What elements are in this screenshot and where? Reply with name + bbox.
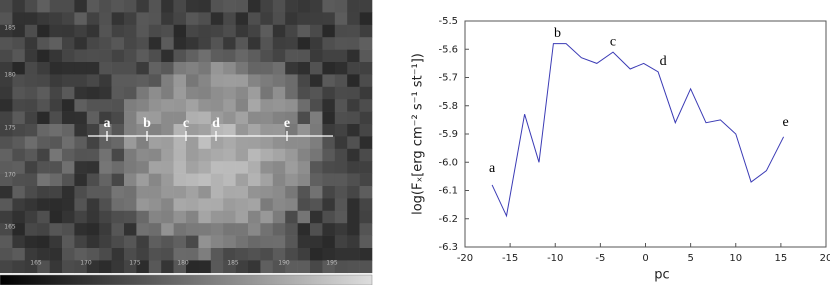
y-tick-label: -6.1 [438, 186, 458, 197]
data-line [491, 43, 785, 218]
y-axis-label: log(Fₓ[erg cm⁻² s⁻¹ st⁻¹]) [411, 53, 426, 215]
image-x-tick-label: 195 [326, 260, 338, 267]
x-tick-label: -20 [457, 253, 473, 264]
y-tick-label: -5.8 [438, 101, 458, 112]
plot-frame [464, 20, 827, 248]
y-tick-label: -5.6 [438, 44, 458, 55]
annotation: e [782, 115, 788, 130]
image-x-tick-label: 165 [30, 260, 42, 267]
image-x-tick-label: 170 [80, 260, 92, 267]
annotation: a [489, 161, 496, 176]
x-axis-label: pc [654, 268, 669, 283]
x-tick-label: 15 [775, 253, 788, 264]
y-tick-label: -6.3 [438, 242, 458, 253]
cut-marker: c [183, 116, 189, 131]
y-tick-label: -5.5 [438, 16, 458, 27]
cut-marker: e [284, 116, 290, 131]
x-tick-label: 0 [642, 253, 648, 264]
y-tick-label: -5.9 [438, 129, 458, 140]
image-y-tick-label: 165 [4, 224, 16, 231]
image-x-tick-label: 175 [129, 260, 141, 267]
x-tick-label: -15 [502, 253, 518, 264]
x-tick-label: 10 [729, 253, 742, 264]
cut-marker: d [212, 116, 220, 131]
image-x-tick-label: 190 [278, 260, 290, 267]
annotation: c [610, 34, 616, 49]
image-x-tick-label: 185 [227, 260, 239, 267]
x-tick-label: 5 [687, 253, 693, 264]
sky-image [0, 0, 373, 274]
annotation: b [554, 26, 561, 41]
cut-marker: a [104, 116, 111, 131]
x-tick-label: -5 [595, 253, 605, 264]
x-tick-label: 20 [820, 253, 830, 264]
annotation: d [660, 54, 667, 69]
x-tick-label: -10 [547, 253, 563, 264]
image-y-tick-label: 180 [4, 72, 16, 79]
colorbar [0, 274, 373, 285]
y-tick-label: -5.7 [438, 73, 458, 84]
y-tick-label: -6.0 [438, 157, 458, 168]
image-y-tick-label: 170 [4, 172, 16, 179]
y-tick-label: -6.2 [438, 214, 458, 225]
cut-marker: b [143, 116, 151, 131]
image-x-tick-label: 180 [177, 260, 189, 267]
image-y-tick-label: 175 [4, 125, 16, 132]
image-y-tick-label: 185 [4, 25, 16, 32]
